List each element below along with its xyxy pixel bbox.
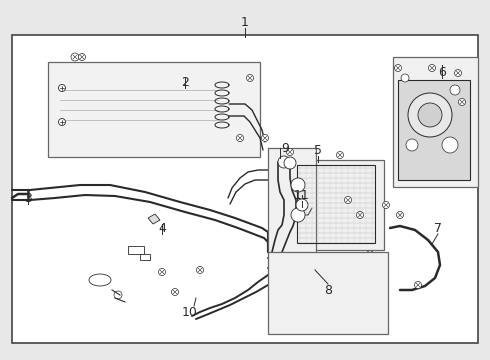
Circle shape — [246, 75, 253, 81]
Bar — [297, 165, 375, 243]
Circle shape — [296, 199, 308, 211]
Polygon shape — [58, 68, 240, 80]
Circle shape — [428, 64, 436, 72]
Text: 2: 2 — [181, 76, 189, 89]
Text: 3: 3 — [24, 192, 32, 204]
Circle shape — [415, 282, 421, 288]
Circle shape — [262, 135, 269, 141]
Circle shape — [58, 85, 66, 91]
Bar — [140, 254, 150, 260]
Circle shape — [78, 54, 85, 60]
Circle shape — [196, 266, 203, 274]
Circle shape — [58, 118, 66, 126]
Text: 5: 5 — [314, 144, 322, 157]
Circle shape — [442, 137, 458, 153]
Bar — [393, 57, 478, 187]
Circle shape — [287, 149, 294, 156]
Text: 1: 1 — [241, 15, 249, 28]
Polygon shape — [220, 68, 240, 130]
Circle shape — [455, 69, 462, 77]
Bar — [398, 80, 470, 180]
Bar — [48, 62, 260, 157]
Circle shape — [237, 135, 244, 141]
Text: 9: 9 — [281, 141, 289, 154]
Bar — [294, 160, 384, 250]
Circle shape — [71, 53, 79, 61]
Circle shape — [394, 64, 401, 72]
Circle shape — [408, 93, 452, 137]
Circle shape — [114, 291, 122, 299]
Circle shape — [158, 269, 166, 275]
Text: 8: 8 — [324, 284, 332, 297]
Ellipse shape — [89, 274, 111, 286]
Text: 6: 6 — [438, 66, 446, 78]
Circle shape — [357, 212, 364, 219]
Circle shape — [450, 85, 460, 95]
Circle shape — [291, 178, 305, 192]
Bar — [268, 148, 316, 253]
Text: 7: 7 — [434, 221, 442, 234]
Text: 11: 11 — [294, 189, 310, 202]
Circle shape — [344, 197, 351, 203]
Circle shape — [401, 74, 409, 82]
Polygon shape — [148, 214, 160, 224]
Circle shape — [383, 202, 390, 208]
Circle shape — [337, 152, 343, 158]
Text: 4: 4 — [158, 221, 166, 234]
Bar — [12, 35, 478, 343]
Circle shape — [396, 212, 403, 219]
Circle shape — [278, 156, 290, 168]
Circle shape — [284, 157, 296, 169]
Bar — [268, 252, 388, 334]
Circle shape — [172, 288, 178, 296]
Circle shape — [291, 208, 305, 222]
Circle shape — [406, 139, 418, 151]
Polygon shape — [58, 80, 220, 130]
Polygon shape — [58, 72, 68, 132]
Circle shape — [459, 99, 466, 105]
Bar — [128, 246, 144, 254]
Circle shape — [418, 103, 442, 127]
Text: 10: 10 — [182, 306, 198, 319]
